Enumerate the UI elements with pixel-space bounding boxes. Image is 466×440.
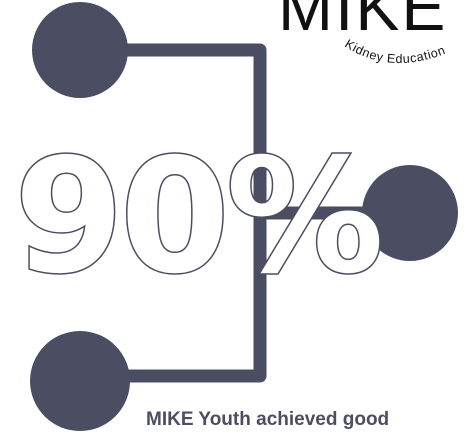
logo-wordmark: MIKE xyxy=(278,0,447,44)
node-middle xyxy=(362,165,458,261)
stat-value: 90% xyxy=(14,125,380,309)
caption-text: MIKE Youth achieved good xyxy=(146,409,390,430)
node-top xyxy=(32,2,128,98)
node-bottom xyxy=(30,331,130,431)
